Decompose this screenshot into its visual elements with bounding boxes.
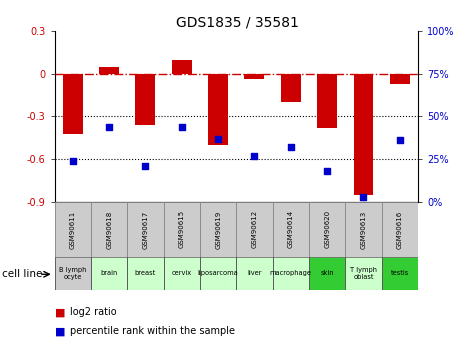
Bar bbox=[63, 74, 83, 134]
Text: percentile rank within the sample: percentile rank within the sample bbox=[70, 326, 235, 336]
Point bbox=[360, 194, 367, 199]
Text: ■: ■ bbox=[55, 326, 65, 336]
Bar bbox=[309, 202, 345, 257]
Text: ■: ■ bbox=[55, 307, 65, 317]
Text: testis: testis bbox=[391, 270, 409, 276]
Text: log2 ratio: log2 ratio bbox=[70, 307, 116, 317]
Bar bbox=[55, 202, 91, 257]
Text: macrophage: macrophage bbox=[270, 270, 312, 276]
Bar bbox=[172, 59, 192, 74]
Text: GSM90618: GSM90618 bbox=[106, 210, 112, 248]
Bar bbox=[91, 257, 127, 290]
Bar bbox=[99, 67, 119, 74]
Bar bbox=[91, 202, 127, 257]
Bar bbox=[55, 257, 91, 290]
Text: GSM90616: GSM90616 bbox=[397, 210, 403, 248]
Bar bbox=[127, 257, 163, 290]
Bar bbox=[200, 257, 237, 290]
Bar bbox=[208, 74, 228, 145]
Bar bbox=[127, 202, 163, 257]
Point bbox=[178, 124, 186, 129]
Bar bbox=[273, 202, 309, 257]
Text: liposarcoma: liposarcoma bbox=[198, 270, 238, 276]
Bar bbox=[237, 257, 273, 290]
Text: B lymph
ocyte: B lymph ocyte bbox=[59, 267, 86, 280]
Text: skin: skin bbox=[321, 270, 334, 276]
Text: GSM90619: GSM90619 bbox=[215, 210, 221, 248]
Point bbox=[287, 145, 294, 150]
Text: T lymph
oblast: T lymph oblast bbox=[350, 267, 377, 280]
Bar bbox=[381, 257, 418, 290]
Bar bbox=[309, 257, 345, 290]
Point bbox=[396, 138, 404, 143]
Text: GSM90612: GSM90612 bbox=[251, 210, 257, 248]
Text: GSM90611: GSM90611 bbox=[70, 210, 76, 248]
Bar bbox=[390, 74, 410, 84]
Text: brain: brain bbox=[101, 270, 118, 276]
Bar bbox=[353, 74, 373, 195]
Text: liver: liver bbox=[247, 270, 262, 276]
Point bbox=[69, 158, 76, 164]
Bar bbox=[200, 202, 237, 257]
Bar bbox=[317, 74, 337, 128]
Bar bbox=[345, 202, 381, 257]
Point bbox=[251, 153, 258, 158]
Text: GSM90620: GSM90620 bbox=[324, 210, 330, 248]
Point bbox=[105, 124, 113, 129]
Bar bbox=[281, 74, 301, 102]
Text: GSM90614: GSM90614 bbox=[288, 210, 294, 248]
Bar bbox=[245, 74, 265, 79]
Bar bbox=[237, 202, 273, 257]
Text: GSM90615: GSM90615 bbox=[179, 210, 185, 248]
Point bbox=[214, 136, 222, 141]
Bar bbox=[163, 202, 200, 257]
Text: cell line: cell line bbox=[2, 269, 43, 279]
Text: breast: breast bbox=[135, 270, 156, 276]
Bar bbox=[273, 257, 309, 290]
Bar bbox=[135, 74, 155, 125]
Bar bbox=[381, 202, 418, 257]
Bar bbox=[163, 257, 200, 290]
Text: cervix: cervix bbox=[172, 270, 192, 276]
Text: GSM90617: GSM90617 bbox=[142, 210, 149, 248]
Point bbox=[323, 168, 331, 174]
Text: GSM90613: GSM90613 bbox=[361, 210, 367, 248]
Point bbox=[142, 163, 149, 169]
Bar bbox=[345, 257, 381, 290]
Text: GDS1835 / 35581: GDS1835 / 35581 bbox=[176, 16, 299, 30]
